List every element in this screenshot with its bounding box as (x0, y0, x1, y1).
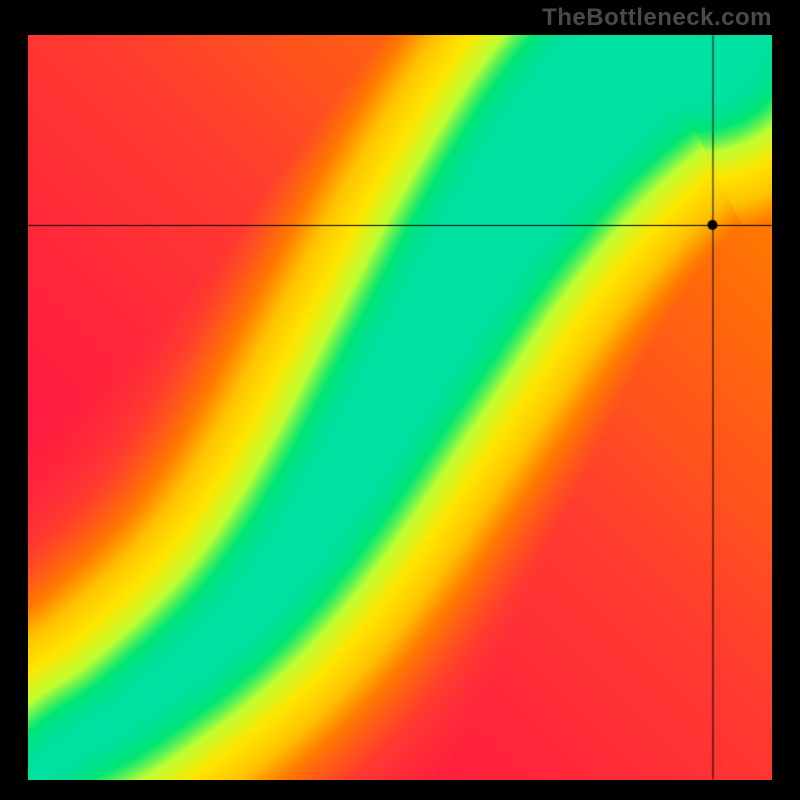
watermark-text: TheBottleneck.com (542, 4, 772, 32)
plot-area (28, 35, 772, 780)
root: TheBottleneck.com (0, 0, 800, 800)
overlay-canvas (28, 35, 772, 780)
